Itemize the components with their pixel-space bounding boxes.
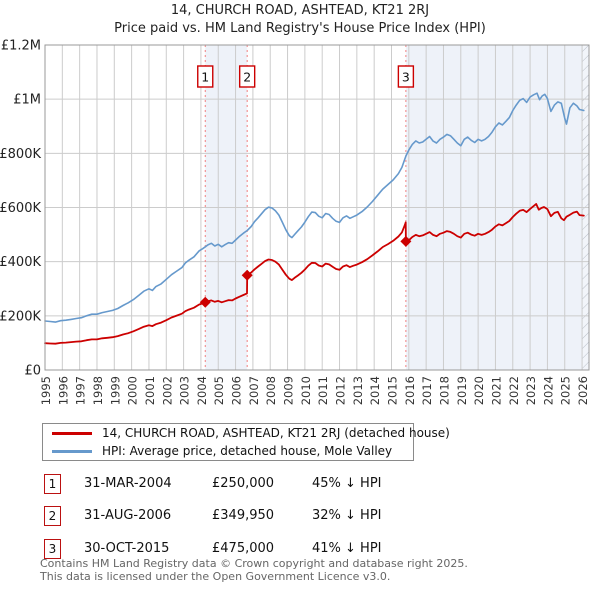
y-axis-label: £1.2M [1,39,41,54]
x-axis-label-2019: 2019 [455,376,469,405]
x-axis-label-1998: 1998 [91,376,105,405]
transaction-price: £250,000 [212,476,275,491]
table-row: 1 31-MAR-2004 £250,000 45% ↓ HPI [0,474,600,496]
y-axis-label: £800K [0,147,41,162]
x-axis-label-2010: 2010 [299,376,313,405]
x-axis-label-2004: 2004 [195,376,209,405]
x-axis-label-2002: 2002 [160,376,174,405]
x-axis-label-2013: 2013 [351,376,365,405]
x-axis-label-2024: 2024 [541,376,555,405]
x-axis-label-2015: 2015 [385,376,399,405]
table-row: 2 31-AUG-2006 £349,950 32% ↓ HPI [0,506,600,528]
x-axis-label-1996: 1996 [56,376,70,405]
x-axis-label-1995: 1995 [39,376,53,405]
table-row: 3 30-OCT-2015 £475,000 41% ↓ HPI [0,539,600,561]
x-axis-label-1999: 1999 [108,376,122,405]
x-axis-label-2018: 2018 [437,376,451,405]
x-axis-label-2021: 2021 [489,376,503,405]
x-axis-label-2025: 2025 [559,376,573,405]
x-axis-label-2008: 2008 [264,376,278,405]
y-axis-label: £0 [24,364,41,379]
footer-line-2: This data is licensed under the Open Gov… [40,569,391,583]
x-axis-label-2011: 2011 [316,376,330,405]
transaction-date: 30-OCT-2015 [84,541,170,556]
license-footer: Contains HM Land Registry data © Crown c… [40,557,600,583]
sale-marker-2 [241,269,253,281]
price-paid-line [44,203,585,345]
legend-item-hpi: HPI: Average price, detached house, Mole… [52,444,413,459]
transaction-date: 31-MAR-2004 [84,476,172,491]
y-axis-label: £200K [0,309,41,324]
transaction-price: £475,000 [212,541,275,556]
x-axis-label-2006: 2006 [230,376,244,405]
transaction-date: 31-AUG-2006 [84,508,172,523]
x-axis-label-2026: 2026 [576,376,590,405]
legend-item-price-paid: 14, CHURCH ROAD, ASHTEAD, KT21 2RJ (deta… [52,426,450,441]
legend-label-hpi: HPI: Average price, detached house, Mole… [102,444,393,458]
price-paid-line-swatch [52,431,92,435]
y-axis-label: £400K [0,255,41,270]
transaction-price: £349,950 [212,508,275,523]
transaction-number-badge: 3 [44,539,61,559]
x-axis-label-2014: 2014 [368,376,382,405]
x-axis-label-2016: 2016 [403,376,417,405]
event-label-3: 3 [402,70,410,85]
transaction-number-badge: 2 [44,506,61,526]
x-axis-label-2020: 2020 [472,376,486,405]
event-label-1: 1 [201,70,209,85]
price-history-chart: 1995 1996 1997 1998 1999 2000 2001 2002 2003 2004… [0,39,590,406]
transaction-vs-hpi: 45% ↓ HPI [312,476,382,491]
legend: 14, CHURCH ROAD, ASHTEAD, KT21 2RJ (deta… [42,423,450,461]
x-axis-label-2023: 2023 [524,376,538,405]
plot-border [44,44,590,371]
transactions-table: 1 31-MAR-2004 £250,000 45% ↓ HPI 2 31-AU… [0,472,600,560]
event-label-box-1 [197,65,214,88]
page-subtitle: Price paid vs. HM Land Registry's House … [114,21,486,36]
x-axis-label-2007: 2007 [247,376,261,405]
transaction-vs-hpi: 32% ↓ HPI [312,508,382,523]
y-axis-label: £600K [0,201,41,216]
page-title: 14, CHURCH ROAD, ASHTEAD, KT21 2RJ [170,3,430,18]
x-axis-label-1997: 1997 [74,376,88,405]
event-label-box-3 [397,65,415,88]
sale-marker-1 [199,296,211,308]
x-axis-label-2005: 2005 [212,376,226,405]
hpi-line-swatch [52,449,92,453]
event-label-box-2 [238,65,256,88]
legend-label-price-paid: 14, CHURCH ROAD, ASHTEAD, KT21 2RJ (deta… [102,426,450,440]
transaction-number-badge: 1 [44,474,61,494]
x-axis-label-2012: 2012 [334,376,348,405]
x-axis-label-2017: 2017 [420,376,434,405]
x-axis-label-2003: 2003 [178,376,192,405]
x-axis-label-2001: 2001 [143,376,157,405]
event-label-2: 2 [243,70,251,85]
x-axis-label-2022: 2022 [507,376,521,405]
y-axis-label: £1M [13,93,41,108]
x-axis-label-2000: 2000 [126,376,140,405]
footer-line-1: Contains HM Land Registry data © Crown c… [40,557,468,570]
sale-marker-3 [400,235,412,247]
x-axis-label-2009: 2009 [282,376,296,405]
hpi-line [44,92,585,323]
transaction-vs-hpi: 41% ↓ HPI [312,541,382,556]
